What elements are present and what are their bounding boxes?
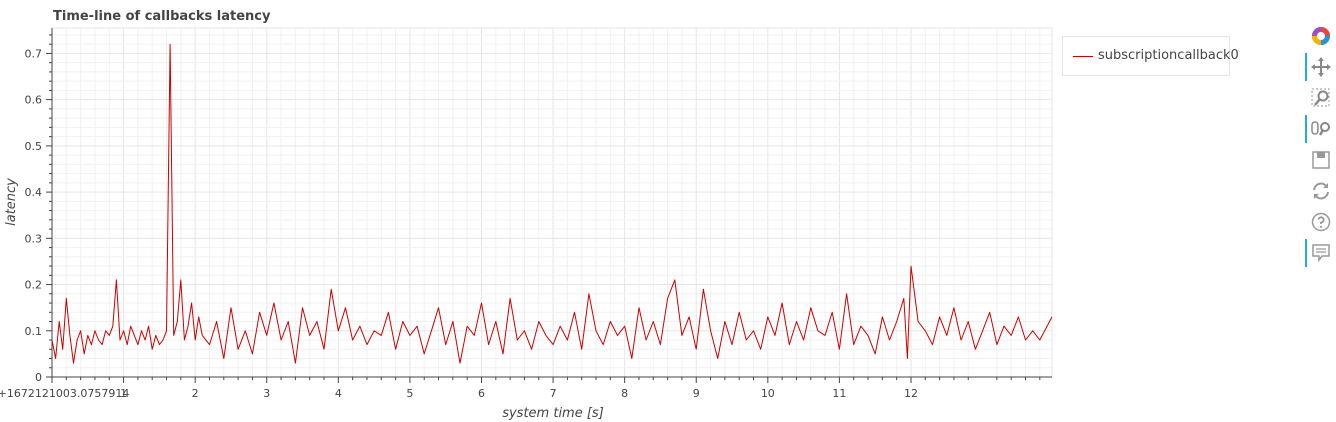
x-tick-label: 2 [192, 387, 199, 400]
y-tick-label: 0.2 [25, 279, 43, 292]
y-tick-label: 0 [35, 371, 42, 384]
wheel-zoom-icon [1311, 121, 1330, 136]
y-tick-label: 0.3 [25, 232, 43, 245]
x-offset-label: 0+1672121003.0757914 [0, 387, 129, 400]
y-axis-label: latency [4, 178, 19, 226]
chart-title: Time-line of callbacks latency [53, 9, 271, 24]
pan-icon [1311, 57, 1331, 77]
x-tick-label: 1 [120, 387, 127, 400]
hover-icon [1312, 244, 1330, 263]
box-zoom-tool[interactable] [1304, 84, 1336, 112]
x-tick-label: 9 [693, 387, 700, 400]
box-zoom-icon [1311, 88, 1330, 107]
bokeh-logo-icon [1312, 27, 1330, 45]
help-icon [1311, 212, 1331, 232]
save-icon [1312, 151, 1330, 169]
legend[interactable]: subscriptioncallback0 [1062, 36, 1239, 76]
x-tick-label: 8 [621, 387, 628, 400]
reset-icon [1313, 182, 1329, 200]
x-axis-label: system time [s] [502, 406, 604, 421]
x-tick-label: 4 [335, 387, 342, 400]
y-tick-label: 0.6 [25, 94, 43, 107]
series-line-subscriptioncallback0 [51, 43, 1053, 364]
y-tick-label: 0.1 [25, 325, 43, 338]
x-tick-label: 12 [904, 387, 918, 400]
x-tick-label: 5 [406, 387, 413, 400]
wheel-zoom-tool[interactable] [1304, 115, 1336, 143]
reset-tool[interactable] [1304, 177, 1336, 205]
y-tick-label: 0.5 [25, 140, 43, 153]
x-tick-label: 6 [478, 387, 485, 400]
help-tool[interactable] [1304, 208, 1336, 236]
x-tick-label: 3 [263, 387, 270, 400]
bokeh-logo[interactable] [1304, 22, 1336, 50]
x-tick-label: 11 [832, 387, 846, 400]
plot-frame [51, 27, 1053, 378]
y-tick-label: 0.7 [25, 47, 43, 60]
grid [52, 28, 1052, 378]
pan-tool[interactable] [1304, 53, 1336, 81]
x-tick-label: 7 [550, 387, 557, 400]
save-tool[interactable] [1304, 146, 1336, 174]
y-tick-label: 0.4 [25, 186, 43, 199]
legend-label: subscriptioncallback0 [1098, 48, 1239, 63]
hover-tool[interactable] [1304, 239, 1336, 267]
legend-swatch [1073, 56, 1093, 57]
x-tick-label: 10 [761, 387, 775, 400]
